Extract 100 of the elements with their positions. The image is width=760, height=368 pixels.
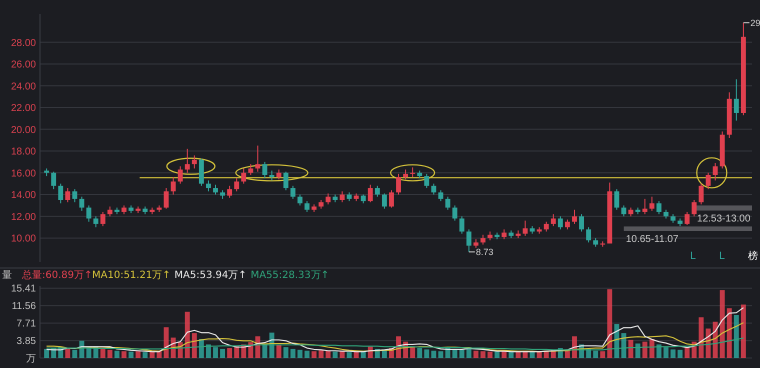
y-tick-label: 3.85 — [16, 336, 36, 348]
y-tick-label: 7.71 — [16, 318, 36, 330]
bar — [346, 352, 352, 358]
candlestick — [178, 166, 183, 184]
bar — [276, 344, 282, 358]
bar — [628, 340, 634, 358]
bar — [304, 350, 310, 358]
bar — [417, 348, 422, 358]
candlestick — [276, 169, 282, 180]
bar — [142, 352, 148, 358]
candlestick — [445, 196, 450, 210]
candlestick — [396, 173, 401, 196]
line-series — [46, 322, 744, 352]
candlestick — [656, 200, 662, 215]
candlestick — [170, 176, 176, 196]
candlestick — [579, 214, 584, 232]
candlestick — [326, 192, 331, 205]
candlestick — [184, 148, 190, 174]
bar — [635, 344, 640, 358]
candlestick — [621, 204, 626, 217]
bar — [740, 304, 746, 358]
candlestick — [206, 180, 211, 192]
bar — [649, 338, 654, 358]
candlestick — [304, 200, 310, 212]
candlestick — [192, 154, 197, 169]
y-tick-label: 10.00 — [10, 234, 36, 245]
candlestick — [72, 188, 78, 203]
candlestick — [283, 171, 288, 191]
y-tick-label: 22.00 — [10, 103, 36, 114]
candlestick — [198, 158, 204, 186]
bar — [600, 351, 606, 358]
candlestick — [374, 185, 380, 198]
candlestick — [262, 161, 268, 179]
candlestick — [410, 166, 416, 178]
candlestick — [550, 214, 556, 227]
bar — [607, 289, 612, 358]
candlestick — [684, 211, 690, 226]
bar — [642, 342, 648, 358]
bar — [86, 348, 92, 358]
annotation: 榜 — [748, 250, 758, 262]
bar — [332, 352, 338, 358]
candlestick — [227, 185, 232, 198]
candlestick — [544, 221, 549, 232]
line-series — [46, 307, 744, 352]
bar — [488, 352, 492, 358]
text: MA55:28.33万↑ — [250, 270, 330, 281]
bar — [684, 347, 690, 358]
bar — [312, 351, 317, 358]
candlestick — [424, 173, 430, 189]
candlestick — [86, 204, 92, 222]
candlestick — [502, 228, 507, 240]
bar — [656, 344, 662, 358]
candlestick — [241, 168, 246, 184]
y-tick-label: 12.00 — [10, 212, 36, 223]
bar — [494, 352, 500, 358]
bar — [480, 351, 486, 358]
candlestick — [438, 190, 444, 202]
candlestick — [65, 188, 70, 203]
candlestick — [213, 184, 218, 196]
bar — [290, 348, 296, 358]
bar — [664, 347, 668, 358]
bar — [698, 317, 704, 358]
y-tick-label: 万 — [26, 354, 36, 364]
candlestick — [649, 196, 654, 212]
bar — [192, 333, 197, 358]
y-tick-label: 26.00 — [10, 60, 36, 71]
candlestick — [558, 216, 563, 230]
candlestick — [382, 192, 387, 210]
bar — [44, 348, 50, 358]
y-tick-label: 20.00 — [10, 124, 36, 136]
candlestick — [698, 183, 704, 205]
text: MA10:51.21万↑ — [92, 270, 171, 281]
bar — [516, 352, 521, 358]
candlestick — [298, 194, 302, 206]
candlestick — [403, 169, 408, 180]
bar — [726, 308, 732, 358]
y-tick-label: 16.00 — [10, 168, 36, 180]
annotation: L — [690, 251, 696, 262]
bar — [213, 347, 218, 358]
y-tick-label: 15.41 — [10, 284, 36, 295]
candlestick — [642, 198, 648, 215]
bar — [227, 348, 232, 358]
candlestick — [93, 216, 98, 228]
candlestick — [459, 216, 464, 234]
candlestick — [452, 204, 458, 222]
bar — [473, 350, 478, 358]
bar — [734, 314, 739, 358]
annotation: 8.73 — [476, 247, 494, 258]
y-axis-title: 量 — [2, 270, 12, 281]
candlestick — [58, 183, 64, 204]
bar — [150, 352, 155, 358]
bar — [670, 349, 676, 358]
bar — [283, 347, 288, 358]
candlestick — [431, 183, 436, 196]
candlestick — [340, 190, 345, 203]
bar — [424, 349, 430, 358]
bar — [128, 352, 134, 358]
annotation: 29 — [750, 18, 760, 28]
candlestick — [564, 219, 570, 230]
bar — [100, 348, 106, 358]
